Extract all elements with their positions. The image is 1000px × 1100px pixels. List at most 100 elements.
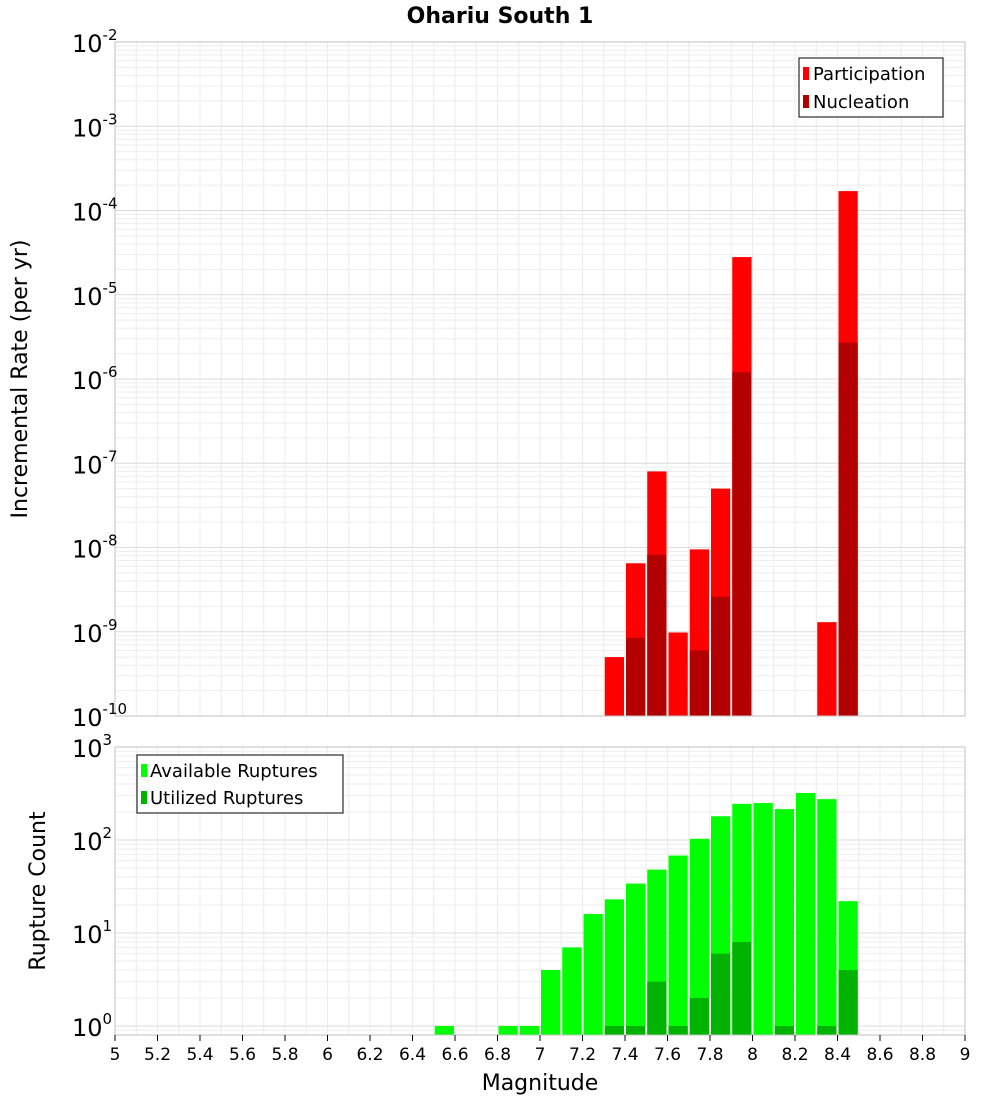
bottom-y-tick-exponent: 1 bbox=[103, 917, 113, 935]
top-y-axis-label: Incremental Rate (per yr) bbox=[8, 240, 33, 519]
top-y-tick-base: 10 bbox=[72, 620, 103, 648]
bottom-y-tick-base: 10 bbox=[72, 828, 103, 856]
x-tick-label: 7.4 bbox=[611, 1045, 638, 1065]
x-tick-label: 5.8 bbox=[271, 1045, 298, 1065]
top-bar-nucleation bbox=[626, 637, 646, 716]
bottom-y-tick-label: 103 bbox=[72, 731, 112, 763]
bottom-bar-available-ruptures bbox=[796, 793, 816, 1035]
bottom-bar-available-ruptures bbox=[753, 802, 773, 1035]
chart-title: Ohariu South 1 bbox=[407, 4, 594, 29]
bottom-y-axis-label: Rupture Count bbox=[26, 811, 51, 971]
legend-label-nucleation: Nucleation bbox=[813, 92, 909, 113]
bottom-bar-utilized-ruptures bbox=[838, 969, 858, 1035]
top-y-tick-base: 10 bbox=[72, 114, 103, 142]
x-ticks: 5 5.2 5.4 5.6 5.8 6 6.2 6.4 6.6 6.8 7 7.2 7.4 7.6 7.8 8… bbox=[110, 1035, 971, 1065]
top-y-tick-base: 10 bbox=[72, 536, 103, 564]
bottom-bar-available-ruptures bbox=[519, 1025, 539, 1035]
bottom-y-tick-label: 100 bbox=[72, 1010, 112, 1042]
bottom-bar-utilized-ruptures bbox=[711, 953, 731, 1035]
bottom-y-tick-base: 10 bbox=[72, 921, 103, 949]
bottom-bar-utilized-ruptures bbox=[689, 997, 709, 1035]
top-bars bbox=[604, 191, 858, 717]
x-tick-label: 5.6 bbox=[229, 1045, 256, 1065]
bottom-bar-available-ruptures bbox=[562, 947, 582, 1035]
bottom-bar-utilized-ruptures bbox=[732, 942, 752, 1035]
top-y-tick-exponent: -9 bbox=[103, 616, 118, 634]
bottom-bar-available-ruptures bbox=[498, 1025, 518, 1035]
top-y-tick-exponent: -5 bbox=[103, 279, 118, 297]
legend-label-available: Available Ruptures bbox=[150, 761, 318, 782]
bottom-y-tick-label: 101 bbox=[72, 917, 112, 949]
legend-swatch-participation bbox=[803, 67, 809, 80]
top-y-tick-exponent: -8 bbox=[103, 532, 118, 550]
x-tick-label: 9 bbox=[960, 1045, 971, 1065]
top-y-tick-label: 10-3 bbox=[72, 110, 118, 142]
bottom-bar-available-ruptures bbox=[604, 899, 624, 1035]
top-y-tick-label: 10-5 bbox=[72, 279, 118, 311]
bottom-bar-available-ruptures bbox=[541, 969, 561, 1035]
bottom-bar-available-ruptures bbox=[774, 809, 794, 1035]
x-tick-label: 6 bbox=[322, 1045, 333, 1065]
top-legend: Participation Nucleation bbox=[798, 57, 944, 118]
x-tick-label: 7.6 bbox=[654, 1045, 681, 1065]
top-bar-nucleation bbox=[838, 342, 858, 716]
top-y-tick-label: 10-2 bbox=[72, 26, 118, 58]
bottom-bar-utilized-ruptures bbox=[817, 1025, 837, 1035]
top-y-tick-base: 10 bbox=[72, 283, 103, 311]
top-plot-frame bbox=[114, 41, 966, 717]
top-y-tick-exponent: -7 bbox=[103, 447, 118, 465]
bottom-y-tick-base: 10 bbox=[72, 735, 103, 763]
top-y-tick-exponent: -6 bbox=[103, 363, 118, 381]
top-y-tick-base: 10 bbox=[72, 704, 103, 732]
legend-swatch-nucleation bbox=[803, 95, 809, 108]
legend-swatch-available bbox=[141, 764, 147, 777]
top-y-tick-label: 10-6 bbox=[72, 363, 118, 395]
bottom-bars bbox=[434, 793, 858, 1035]
bottom-y-tick-exponent: 2 bbox=[103, 824, 113, 842]
x-tick-label: 8.8 bbox=[909, 1045, 936, 1065]
legend-swatch-utilized bbox=[141, 791, 147, 804]
top-bar-nucleation bbox=[647, 554, 667, 716]
top-y-tick-label: 10-7 bbox=[72, 447, 118, 479]
legend-label-utilized: Utilized Ruptures bbox=[150, 788, 303, 809]
bottom-legend: Available Ruptures Utilized Ruptures bbox=[136, 754, 344, 814]
top-y-tick-base: 10 bbox=[72, 199, 103, 227]
top-y-tick-exponent: -4 bbox=[103, 195, 118, 213]
bottom-bar-available-ruptures bbox=[626, 883, 646, 1035]
top-bar-nucleation bbox=[711, 596, 731, 716]
top-y-tick-label: 10-10 bbox=[72, 700, 127, 732]
x-tick-label: 7 bbox=[535, 1045, 546, 1065]
bottom-y-tick-base: 10 bbox=[72, 1014, 103, 1042]
x-tick-label: 8.4 bbox=[824, 1045, 851, 1065]
top-bar-nucleation bbox=[689, 650, 709, 716]
bottom-bar-utilized-ruptures bbox=[626, 1025, 646, 1035]
bottom-legend-box bbox=[136, 754, 344, 814]
bottom-bar-available-ruptures bbox=[817, 799, 837, 1035]
x-tick-label: 5.4 bbox=[186, 1045, 213, 1065]
bottom-bar-available-ruptures bbox=[668, 855, 688, 1035]
x-tick-label: 7.8 bbox=[696, 1045, 723, 1065]
x-tick-label: 8.2 bbox=[781, 1045, 808, 1065]
top-legend-box bbox=[798, 57, 944, 118]
x-tick-label: 6.4 bbox=[399, 1045, 426, 1065]
bottom-bar-available-ruptures bbox=[434, 1025, 454, 1035]
x-tick-label: 5 bbox=[110, 1045, 121, 1065]
top-bar-nucleation bbox=[732, 372, 752, 716]
top-bar-participation bbox=[668, 632, 688, 716]
bottom-bar-available-ruptures bbox=[689, 838, 709, 1035]
bottom-bar-utilized-ruptures bbox=[604, 1025, 624, 1035]
top-y-tick-label: 10-8 bbox=[72, 532, 118, 564]
x-tick-label: 6.6 bbox=[441, 1045, 468, 1065]
top-bar-participation bbox=[604, 657, 624, 716]
bottom-bar-utilized-ruptures bbox=[647, 981, 667, 1035]
top-y-tick-exponent: -3 bbox=[103, 110, 118, 128]
x-tick-label: 6.2 bbox=[356, 1045, 383, 1065]
x-tick-label: 8 bbox=[747, 1045, 758, 1065]
top-bar-participation bbox=[817, 622, 837, 716]
legend-label-participation: Participation bbox=[813, 64, 925, 85]
bottom-y-tick-exponent: 0 bbox=[103, 1010, 113, 1028]
top-grid bbox=[115, 42, 965, 716]
